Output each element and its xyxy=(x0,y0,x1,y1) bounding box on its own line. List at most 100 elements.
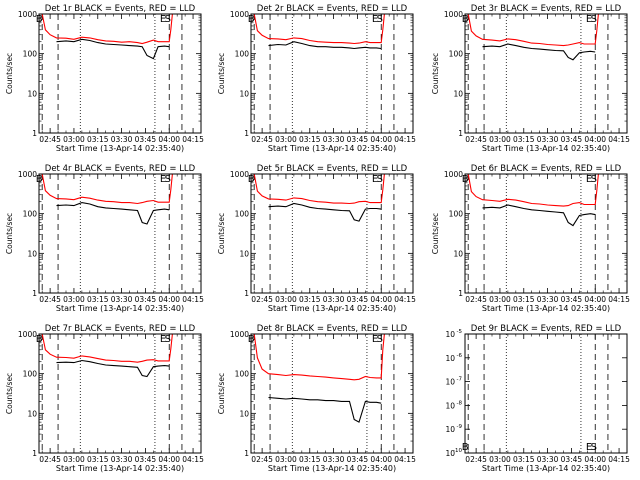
events-series-line xyxy=(56,202,170,225)
y-tick-exponent: -8 xyxy=(457,400,463,406)
panel-title: Det 5r BLACK = Events, RED = LLD xyxy=(257,164,408,174)
panel-det-6r: Det 6r BLACK = Events, RED = LLD 1 10 100 10… xyxy=(431,164,630,313)
panel-title: Det 3r BLACK = Events, RED = LLD xyxy=(471,4,622,14)
y-tick-exponent: -10 xyxy=(453,448,462,454)
event-marker-e: E xyxy=(586,442,592,453)
x-tick-label: 03:00 xyxy=(275,455,297,464)
plot-frame xyxy=(38,13,202,134)
x-tick-label: 03:15 xyxy=(87,295,109,304)
x-tick-label: 04:00 xyxy=(158,135,180,144)
x-tick-label: 04:15 xyxy=(182,455,204,464)
y-tick-exponent: -9 xyxy=(457,424,463,430)
x-tick-label: 02:45 xyxy=(39,455,61,464)
x-tick-label: 04:00 xyxy=(370,455,392,464)
x-tick-label: 03:15 xyxy=(299,135,321,144)
y-tick-label: 1000 xyxy=(230,10,249,19)
x-tick-label: 03:45 xyxy=(561,295,583,304)
y-tick-exponent: -7 xyxy=(457,377,463,383)
y-tick-label: 10 xyxy=(445,330,455,339)
lld-series-line xyxy=(467,173,599,207)
x-tick-label: 03:45 xyxy=(135,135,157,144)
y-tick-label: 100 xyxy=(235,210,250,219)
y-axis-label: Counts/sec xyxy=(5,213,14,254)
y-tick-label: 1000 xyxy=(18,330,37,339)
y-tick-label: 1 xyxy=(244,289,249,298)
x-tick-label: 03:45 xyxy=(347,295,369,304)
x-tick-label: 03:00 xyxy=(489,455,511,464)
x-tick-label: 03:30 xyxy=(323,295,345,304)
x-tick-label: 03:15 xyxy=(513,135,535,144)
x-tick-label: 04:00 xyxy=(584,135,606,144)
plot-frame xyxy=(464,333,628,454)
lld-series-line xyxy=(467,13,599,47)
x-tick-label: 03:00 xyxy=(275,295,297,304)
y-tick-label: 10 xyxy=(445,449,455,458)
x-tick-label: 03:30 xyxy=(537,455,559,464)
y-axis-label: Counts/sec xyxy=(217,373,226,414)
x-tick-label: 03:45 xyxy=(347,455,369,464)
y-tick-label: 10 xyxy=(445,378,455,387)
x-tick-label: 02:45 xyxy=(39,295,61,304)
x-tick-label: 04:15 xyxy=(394,295,416,304)
y-tick-label: 10 xyxy=(239,409,249,418)
x-tick-label: 04:00 xyxy=(370,295,392,304)
x-tick-label: 02:45 xyxy=(465,135,487,144)
x-tick-label: 03:00 xyxy=(275,135,297,144)
event-marker-e: E xyxy=(372,14,378,25)
x-axis-label: Start Time (13-Apr-14 02:35:40) xyxy=(482,464,610,473)
x-tick-label: 02:45 xyxy=(251,455,273,464)
event-marker-e: E xyxy=(372,174,378,185)
plot-frame xyxy=(250,333,414,454)
panel-det-8r: Det 8r BLACK = Events, RED = LLD 1 10 100 10… xyxy=(217,324,416,473)
lld-series-line xyxy=(253,333,385,381)
x-tick-label: 03:15 xyxy=(299,295,321,304)
y-tick-label: 10 xyxy=(239,249,249,258)
plot-frame xyxy=(250,173,414,294)
x-tick-label: 04:15 xyxy=(394,135,416,144)
y-tick-label: 1 xyxy=(32,289,37,298)
y-tick-label: 100 xyxy=(449,210,464,219)
y-tick-label: 10 xyxy=(27,249,37,258)
event-marker-s: S xyxy=(377,14,383,25)
x-tick-label: 04:00 xyxy=(158,295,180,304)
lld-series-line xyxy=(41,173,173,205)
panel-det-5r: Det 5r BLACK = Events, RED = LLD 1 10 100 10… xyxy=(217,164,416,313)
x-tick-label: 03:45 xyxy=(561,455,583,464)
x-tick-label: 04:15 xyxy=(608,135,630,144)
events-series-line xyxy=(56,38,170,60)
panel-title: Det 9r BLACK = Events, RED = LLD xyxy=(471,324,622,334)
x-tick-label: 02:45 xyxy=(39,135,61,144)
plot-frame xyxy=(38,333,202,454)
x-tick-label: 03:30 xyxy=(537,295,559,304)
event-marker-s: S xyxy=(165,174,171,185)
event-marker-s: S xyxy=(377,174,383,185)
y-tick-label: 1000 xyxy=(18,170,37,179)
y-tick-label: 100 xyxy=(23,210,38,219)
panel-det-3r: Det 3r BLACK = Events, RED = LLD 1 10 100 10… xyxy=(431,4,630,153)
x-tick-label: 03:15 xyxy=(513,455,535,464)
events-series-line xyxy=(268,202,382,222)
panel-det-1r: Det 1r BLACK = Events, RED = LLD 1 10 100 10… xyxy=(5,4,204,153)
x-tick-label: 02:45 xyxy=(465,295,487,304)
lld-series-line xyxy=(41,13,173,45)
x-tick-label: 03:30 xyxy=(111,295,133,304)
x-tick-label: 03:15 xyxy=(513,295,535,304)
y-tick-label: 1000 xyxy=(230,170,249,179)
x-tick-label: 03:45 xyxy=(135,295,157,304)
y-tick-label: 1 xyxy=(244,129,249,138)
x-axis-label: Start Time (13-Apr-14 02:35:40) xyxy=(56,144,184,153)
panel-title: Det 2r BLACK = Events, RED = LLD xyxy=(257,4,408,14)
plot-frame xyxy=(250,13,414,134)
x-tick-label: 04:00 xyxy=(584,455,606,464)
events-series-line xyxy=(482,204,596,227)
x-axis-label: Start Time (13-Apr-14 02:35:40) xyxy=(56,464,184,473)
y-tick-exponent: -6 xyxy=(457,353,463,359)
event-marker-e: E xyxy=(586,14,592,25)
x-axis-label: Start Time (13-Apr-14 02:35:40) xyxy=(482,144,610,153)
x-tick-label: 04:00 xyxy=(584,295,606,304)
y-axis-label: Counts/sec xyxy=(431,213,440,254)
events-series-line xyxy=(482,43,596,61)
event-marker-e: E xyxy=(372,334,378,345)
y-tick-label: 1 xyxy=(32,129,37,138)
